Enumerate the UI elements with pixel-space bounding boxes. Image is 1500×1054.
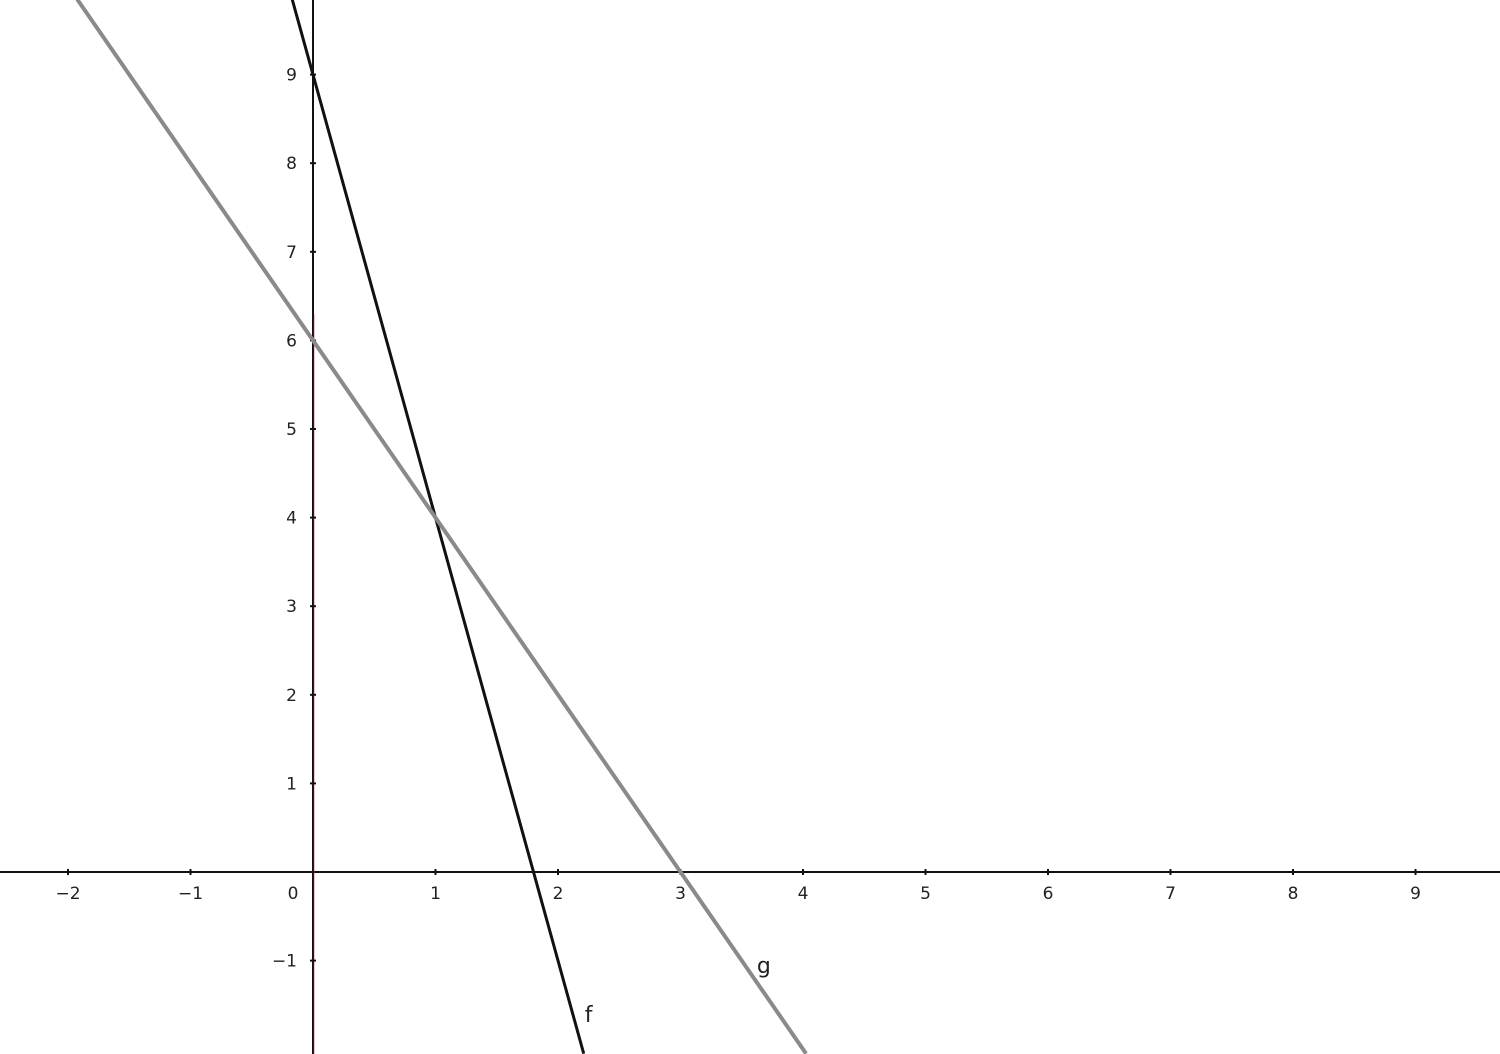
x-tick-label: 2 — [553, 884, 564, 904]
y-tick-label: 5 — [286, 420, 297, 440]
x-tick-label: 6 — [1043, 884, 1054, 904]
y-tick-label: 2 — [286, 686, 297, 706]
x-tick-label: 9 — [1410, 884, 1421, 904]
x-tick-label: 3 — [675, 884, 686, 904]
series-lines — [75, 0, 808, 1054]
series-line-f — [290, 0, 586, 1054]
x-tick-label: −1 — [178, 884, 203, 904]
y-tick-label: 9 — [286, 66, 297, 86]
series-label-f: f — [585, 1003, 594, 1028]
x-tick-label: 0 — [288, 884, 299, 904]
y-tick-label: −1 — [272, 952, 297, 972]
y-tick-label: 1 — [286, 774, 297, 794]
y-tick-label: 8 — [286, 154, 297, 174]
y-tick-label: 6 — [286, 331, 297, 351]
y-tick-label: 3 — [286, 597, 297, 617]
y-tick-label: 4 — [286, 509, 297, 529]
ticks: −2 −1 0 1 2 3 4 5 6 7 8 9 −1 1 2 3 4 5 6 7 8 9 — [55, 66, 1420, 972]
y-tick-label: 7 — [286, 243, 297, 263]
series-label-g: g — [757, 954, 771, 979]
x-tick-label: 5 — [920, 884, 931, 904]
series-line-g — [75, 0, 808, 1054]
x-tick-label: 4 — [798, 884, 809, 904]
x-tick-label: 8 — [1288, 884, 1299, 904]
series-labels: fg — [585, 954, 771, 1028]
x-tick-label: −2 — [55, 884, 80, 904]
x-tick-label: 1 — [430, 884, 441, 904]
x-tick-label: 7 — [1165, 884, 1176, 904]
